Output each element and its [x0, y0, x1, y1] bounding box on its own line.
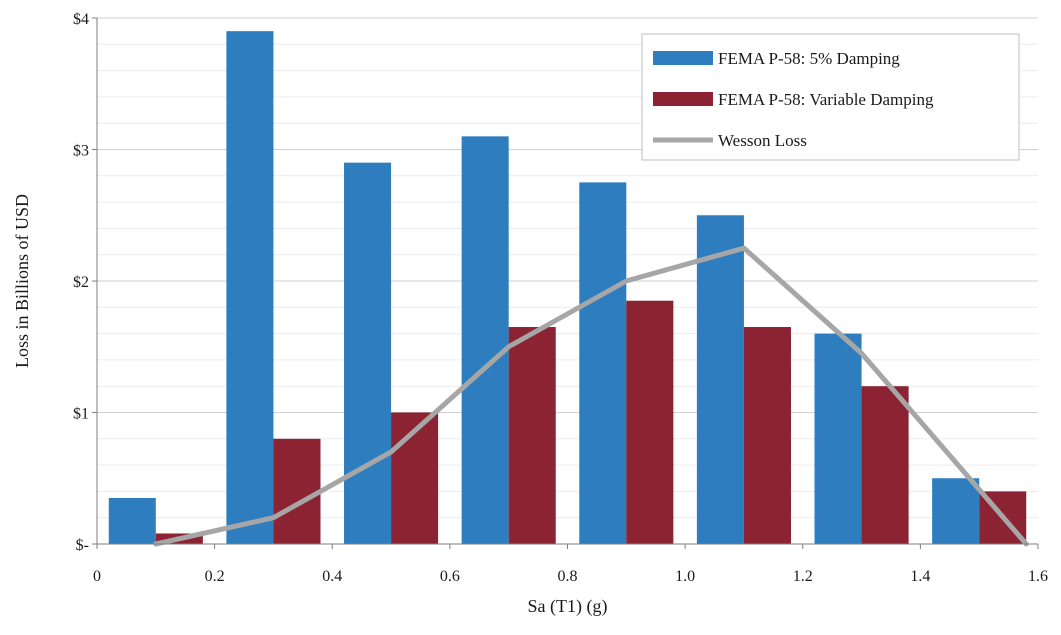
x-tick-label: 1.6: [1028, 568, 1048, 585]
legend-swatch: [653, 51, 713, 65]
bar-fema-variable-1: [273, 438, 321, 544]
legend-label: Wesson Loss: [718, 131, 807, 150]
y-tick-label: $3: [73, 143, 89, 160]
bar-fema-5pct-6: [814, 333, 862, 544]
y-axis-title: Loss in Billions of USD: [12, 194, 32, 368]
bar-fema-variable-5: [743, 327, 791, 544]
bar-fema-5pct-4: [579, 182, 627, 544]
legend: FEMA P-58: 5% Damping FEMA P-58: Variable…: [641, 33, 1020, 161]
bar-fema-5pct-2: [344, 162, 392, 544]
bars: [108, 31, 1027, 544]
y-tick-label: $4: [73, 11, 89, 28]
bar-fema-5pct-0: [108, 497, 156, 544]
y-tick-label: $-: [76, 537, 89, 554]
bar-fema-5pct-3: [461, 136, 509, 544]
bar-fema-variable-2: [391, 412, 439, 544]
y-tick-label: $2: [73, 274, 89, 291]
x-tick-label: 1.2: [793, 568, 813, 585]
x-tick-label: 0.6: [440, 568, 460, 585]
x-tick-label: 0.8: [558, 568, 578, 585]
x-tick-label: 1.4: [910, 568, 930, 585]
wesson-loss-line: [153, 245, 1029, 547]
x-axis-title: Sa (T1) (g): [528, 596, 608, 617]
x-tick-label: 0: [93, 568, 101, 585]
bar-fema-variable-3: [508, 327, 556, 544]
x-tick-label: 0.4: [322, 568, 342, 585]
x-tick-label: 1.0: [675, 568, 695, 585]
axes: 0 0.2 0.4 0.6 0.8 1.0 1.2 1.4 1.6 $- $1 $2 $3 $4: [73, 11, 1048, 585]
bar-fema-5pct-1: [226, 31, 274, 544]
bar-fema-variable-4: [626, 300, 674, 544]
y-tick-label: $1: [73, 406, 89, 423]
legend-swatch: [653, 92, 713, 106]
bar-fema-5pct-5: [696, 215, 744, 544]
legend-label: FEMA P-58: Variable Damping: [718, 90, 934, 109]
x-tick-label: 0.2: [205, 568, 225, 585]
line-series: [153, 245, 1029, 547]
bar-fema-5pct-7: [932, 478, 980, 544]
legend-label: FEMA P-58: 5% Damping: [718, 49, 900, 68]
bar-fema-variable-6: [861, 386, 909, 544]
